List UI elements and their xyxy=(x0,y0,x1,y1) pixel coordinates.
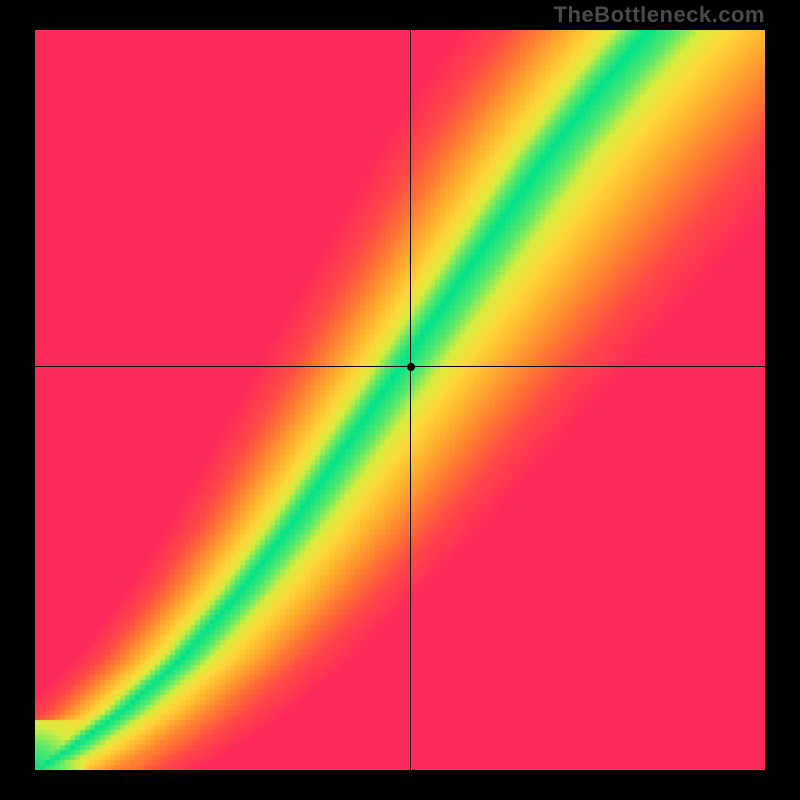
watermark-text: TheBottleneck.com xyxy=(554,2,765,28)
chart-container: TheBottleneck.com xyxy=(0,0,800,800)
crosshair-vertical xyxy=(410,30,411,770)
heatmap-canvas xyxy=(35,30,765,770)
target-marker xyxy=(407,363,415,371)
heatmap-plot xyxy=(35,30,765,770)
crosshair-horizontal xyxy=(35,366,765,367)
